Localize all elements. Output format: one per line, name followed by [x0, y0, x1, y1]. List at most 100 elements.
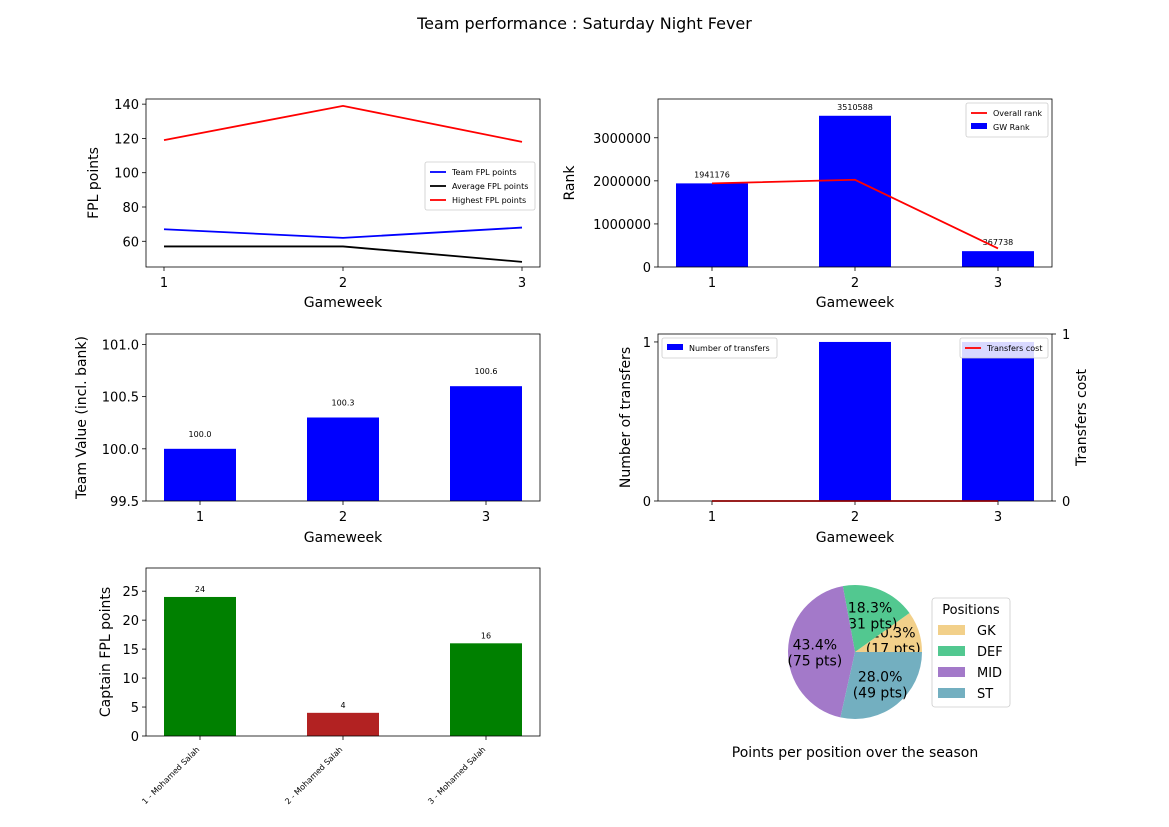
pie-title: Points per position over the season [732, 745, 978, 761]
data-label: 367738 [983, 238, 1014, 247]
x-tick-label: 1 [708, 510, 716, 525]
legend [424, 161, 536, 211]
x-tick-label: 2 - Mohamed Salah [283, 745, 344, 806]
y-tick-label: 3000000 [593, 132, 651, 147]
x-tick-label: 1 - Mohamed Salah [140, 745, 201, 806]
pie-slice [787, 586, 855, 718]
legend-label: GK [977, 624, 996, 639]
chart-captain: 0 5 10 15 20 25 1 - Mohamed Salah 2 - Mohamed S… [98, 567, 541, 806]
pie-slice [840, 652, 922, 719]
y-tick-label: 60 [122, 235, 139, 250]
bar [962, 251, 1034, 267]
y-tick-label: 100.5 [102, 391, 139, 406]
x-tick-label: 2 [851, 276, 859, 291]
x-tick-label: 2 [339, 510, 347, 525]
legend-swatch [667, 344, 683, 350]
bar [164, 596, 236, 736]
pie-legend-title: Positions [942, 603, 1000, 618]
data-label: 1941176 [694, 170, 730, 179]
axes-frame [145, 567, 541, 737]
bar [450, 386, 522, 501]
legend-label: Team FPL points [451, 168, 517, 177]
series-line [163, 104, 523, 143]
series-line [711, 178, 999, 250]
legend-label: Highest FPL points [452, 196, 526, 205]
figure-title: Team performance : Saturday Night Fever [417, 14, 752, 33]
y-right-tick-label: 0 [1062, 495, 1070, 510]
x-axis-label: Gameweek [304, 530, 383, 546]
series-line [163, 226, 523, 239]
y-tick-label: 0 [131, 730, 139, 745]
x-tick-label: 1 [196, 510, 204, 525]
axes-frame [145, 333, 541, 502]
legend-label: Average FPL points [452, 182, 528, 191]
pie-slice [842, 585, 910, 652]
x-tick-label: 1 [160, 276, 168, 291]
y-tick-label: 80 [122, 201, 139, 216]
data-label: 16 [481, 631, 491, 640]
pie-slice [855, 613, 922, 652]
pie-label: 28.0% (49 pts) [853, 669, 908, 701]
chart-value: 99.5 100.0 100.5 101.0 1 2 3 100.0 100.3 100.6 Gam… [74, 333, 541, 546]
legend-swatch [971, 123, 987, 129]
data-label: 100.0 [189, 430, 212, 439]
chart-transfers: 0 1 1 2 3 0 1 Gameweek Number of transfers Transf… [618, 328, 1090, 546]
pie-label: 43.4% (75 pts) [787, 637, 842, 669]
legend-label: Number of transfers [689, 344, 770, 353]
y-tick-label: 1 [643, 336, 651, 351]
bar [450, 643, 522, 736]
series-line [164, 245, 523, 263]
y-tick-label: 100 [114, 167, 139, 182]
legend-label: Transfers cost [986, 344, 1042, 353]
y-tick-label: 5 [131, 701, 139, 716]
chart-rank: 0 1000000 2000000 3000000 1 2 3 1941176 3510588 3… [562, 98, 1053, 311]
y-axis-label: Team Value (incl. bank) [74, 336, 90, 500]
legend-label: GW Rank [993, 123, 1030, 132]
legend-label: Overall rank [993, 109, 1042, 118]
x-tick-label: 3 [994, 276, 1002, 291]
y-tick-label: 140 [114, 98, 139, 113]
y-tick-label: 101.0 [102, 338, 139, 353]
y-right-tick-label: 1 [1062, 328, 1070, 343]
axes-frame [657, 333, 1053, 502]
y-axis-label: FPL points [86, 147, 102, 219]
axes-frame [657, 98, 1053, 268]
data-label: 3510588 [837, 103, 873, 112]
x-axis-label: Gameweek [816, 295, 895, 311]
legend-swatch [938, 667, 965, 677]
data-label: 24 [195, 585, 205, 594]
data-label: 100.6 [475, 367, 498, 376]
chart-positions: 10.3% (17 pts)18.3% (31 pts)43.4% (75 pts)2… [732, 585, 1011, 761]
x-tick-label: 3 [994, 510, 1002, 525]
y-axis-label: Rank [562, 165, 578, 201]
bar [676, 183, 748, 267]
axes-frame [145, 98, 541, 268]
legend-right [959, 337, 1049, 359]
legend-label: MID [977, 666, 1002, 681]
y-tick-label: 120 [114, 132, 139, 147]
x-tick-label: 3 [482, 510, 490, 525]
y-axis-label: Number of transfers [618, 347, 634, 488]
x-tick-label: 2 [339, 276, 347, 291]
bar [962, 341, 1034, 501]
y-tick-label: 15 [122, 643, 139, 658]
y-tick-label: 20 [122, 614, 139, 629]
bar [819, 341, 891, 501]
x-tick-label: 1 [708, 276, 716, 291]
x-tick-label: 3 [518, 276, 526, 291]
x-tick-label: 3 - Mohamed Salah [426, 745, 487, 806]
data-label: 100.3 [332, 399, 355, 408]
y-tick-label: 100.0 [102, 443, 139, 458]
y-tick-label: 99.5 [110, 495, 139, 510]
pie-label: 18.3% (31 pts) [843, 601, 898, 633]
legend-left [661, 337, 778, 359]
y-tick-label: 10 [122, 672, 139, 687]
y-tick-label: 2000000 [593, 175, 651, 190]
y-tick-label: 1000000 [593, 218, 651, 233]
y-tick-label: 0 [643, 495, 651, 510]
bar [164, 448, 236, 501]
legend-swatch [938, 688, 965, 698]
x-axis-label: Gameweek [304, 295, 383, 311]
y-tick-label: 25 [122, 585, 139, 600]
